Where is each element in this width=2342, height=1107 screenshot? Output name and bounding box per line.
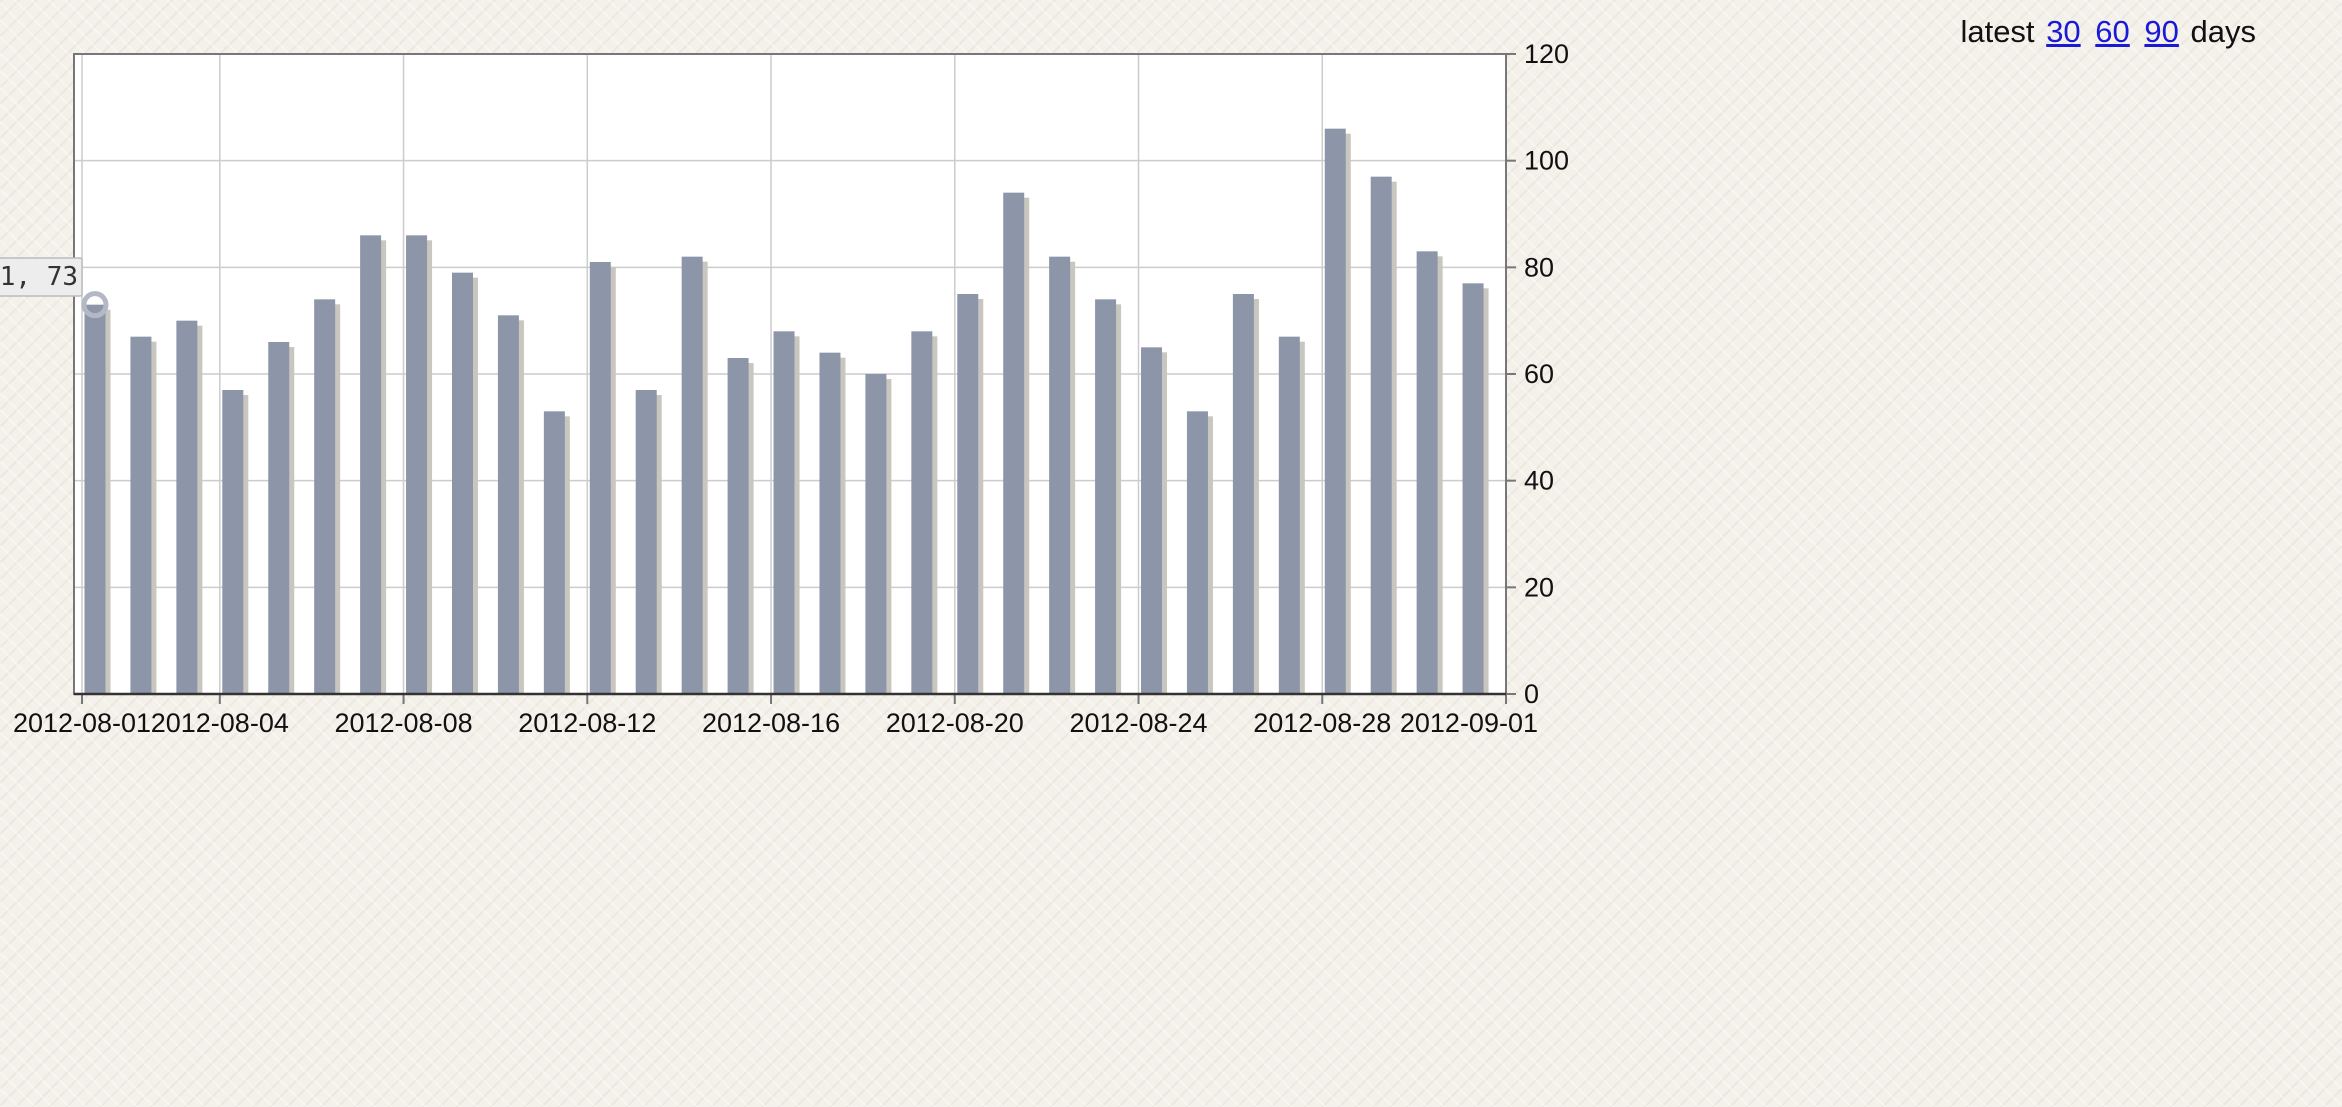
bar xyxy=(268,342,290,694)
bar xyxy=(911,331,933,694)
bar xyxy=(314,299,336,694)
x-tick-label: 2012-08-04 xyxy=(151,708,289,738)
bar xyxy=(1462,283,1484,694)
bar xyxy=(957,294,979,694)
bar xyxy=(819,352,841,694)
bar xyxy=(1370,176,1392,694)
tooltip-text: -01, 73 xyxy=(0,262,78,292)
bar xyxy=(406,235,428,695)
y-tick-label: 80 xyxy=(1524,252,1554,282)
y-tick-label: 0 xyxy=(1524,679,1539,709)
range-suffix: days xyxy=(2190,14,2256,49)
grid-lines xyxy=(74,54,1506,694)
x-tick-label: 2012-08-20 xyxy=(886,708,1024,738)
bar xyxy=(727,358,749,694)
x-tick-label: 2012-08-16 xyxy=(702,708,840,738)
range-prefix: latest xyxy=(1960,14,2035,49)
y-tick-label: 60 xyxy=(1524,359,1554,389)
axes: 0 20 40 60 80 100 120 2012-08-01 2012-08-04 2012-… xyxy=(13,39,1569,738)
range-selector: latest 30 60 90 days xyxy=(1960,14,2256,50)
bars xyxy=(84,128,1489,695)
bar xyxy=(84,304,106,694)
bar xyxy=(360,235,382,695)
y-tick-label: 40 xyxy=(1524,466,1554,496)
bar xyxy=(865,374,887,694)
bar xyxy=(176,320,198,694)
range-link-30[interactable]: 30 xyxy=(2046,14,2081,49)
bar xyxy=(773,331,795,694)
tooltip-box xyxy=(0,257,83,297)
bar xyxy=(130,336,152,694)
x-tick-label: 2012-08-08 xyxy=(334,708,472,738)
bar xyxy=(1003,192,1025,694)
x-tick-label: 2012-09-01 xyxy=(1400,708,1538,738)
bar xyxy=(1278,336,1300,694)
bar xyxy=(451,272,473,694)
bar xyxy=(1095,299,1117,694)
highlight-marker xyxy=(81,291,109,319)
bar xyxy=(1324,128,1346,694)
bar xyxy=(497,315,519,694)
bar xyxy=(1049,256,1071,694)
y-tick-label: 120 xyxy=(1524,39,1569,69)
bar xyxy=(1232,294,1254,694)
x-tick-label: 2012-08-24 xyxy=(1069,708,1207,738)
tooltip: -01, 73 xyxy=(0,257,109,319)
bar xyxy=(543,411,565,694)
bar xyxy=(589,262,611,694)
bar xyxy=(1141,347,1163,694)
bar xyxy=(222,390,244,694)
bar xyxy=(635,390,657,694)
x-tick-label: 2012-08-12 xyxy=(518,708,656,738)
bar xyxy=(1186,411,1208,694)
x-tick-label: 2012-08-28 xyxy=(1253,708,1391,738)
x-tick-label: 2012-08-01 xyxy=(13,708,151,738)
bar xyxy=(681,256,703,694)
range-link-90[interactable]: 90 xyxy=(2144,14,2179,49)
range-link-60[interactable]: 60 xyxy=(2095,14,2130,49)
y-tick-label: 20 xyxy=(1524,572,1554,602)
bar xyxy=(1416,251,1438,695)
y-tick-label: 100 xyxy=(1524,146,1569,176)
